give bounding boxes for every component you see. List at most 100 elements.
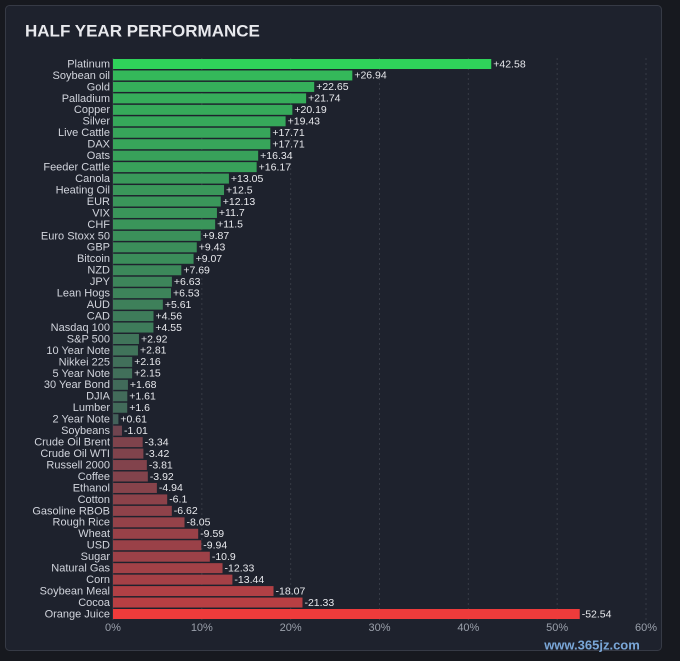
value-label: +11.5 [217,219,243,231]
value-label: -9.59 [200,528,224,540]
bar [113,528,199,539]
value-label: -21.33 [304,597,334,609]
y-tick-label: Euro Stoxx 50 [41,230,110,242]
bar [113,242,197,253]
x-tick-label: 60% [635,622,657,634]
y-tick-label: Cotton [78,494,110,506]
bar [113,597,303,608]
y-tick-label: Cocoa [78,597,111,609]
value-label: +1.6 [129,402,150,414]
bar [113,288,172,299]
bar [113,379,128,390]
y-tick-label: USD [87,540,110,552]
value-label: +9.43 [199,242,226,254]
bar [113,448,144,459]
y-tick-label: Palladium [62,93,110,105]
y-tick-label: 5 Year Note [53,368,111,380]
y-tick-label: Sugar [81,551,111,563]
bar [113,494,168,505]
value-label: -52.54 [582,608,612,620]
bar [113,207,217,218]
y-tick-label: Nasdaq 100 [51,322,110,334]
y-tick-label: CHF [87,219,110,231]
y-tick-label: Orange Juice [45,608,110,620]
bar [113,540,202,551]
bar [113,609,580,619]
bar [113,517,185,528]
value-label: -4.94 [159,482,183,494]
y-tick-label: Silver [82,116,110,128]
y-tick-label: Coffee [78,471,110,483]
value-label: +2.16 [134,356,161,368]
value-label: +1.68 [130,379,157,391]
value-label: +42.58 [493,58,526,70]
y-tick-label: 10 Year Note [46,345,110,357]
y-tick-label: AUD [87,299,110,311]
bar [113,196,221,207]
bar [113,551,210,562]
y-tick-label: Soybean Meal [40,585,110,597]
bar [113,162,257,173]
x-tick-label: 50% [546,622,568,634]
value-label: +16.17 [259,161,292,173]
value-label: -18.07 [276,585,306,597]
value-label: +2.92 [141,333,168,345]
y-tick-label: Soybeans [61,425,110,437]
chart-title: HALF YEAR PERFORMANCE [25,21,260,40]
x-tick-label: 0% [105,622,121,634]
value-label: +16.34 [260,150,293,162]
y-tick-label: Ethanol [73,482,110,494]
bar [113,368,133,379]
bar [113,265,182,276]
bar [113,437,143,448]
value-label: +2.15 [134,368,161,380]
y-tick-label: Canola [75,173,111,185]
value-label: -3.92 [150,471,174,483]
value-label: +13.05 [231,173,264,185]
y-tick-label: NZD [87,265,110,277]
bar [113,219,216,230]
value-label: +20.19 [294,104,327,116]
y-tick-label: GBP [87,242,110,254]
bar [113,414,119,425]
value-label: -3.42 [145,448,169,460]
y-tick-label: Nikkei 225 [59,356,110,368]
y-tick-label: VIX [92,207,110,219]
y-tick-label: Corn [86,574,110,586]
bar [113,356,133,367]
y-tick-label: 30 Year Bond [44,379,110,391]
bar [113,345,138,356]
bar [113,185,225,196]
bar [113,391,128,402]
x-tick-label: 40% [457,622,479,634]
y-tick-label: 2 Year Note [53,414,111,426]
value-label: +17.71 [272,138,305,150]
bar [113,402,128,413]
bar [113,93,307,104]
value-label: +22.65 [316,81,349,93]
y-tick-label: CAD [87,310,110,322]
value-label: -1.01 [124,425,148,437]
value-label: -10.9 [212,551,236,563]
bar [113,482,157,493]
value-label: +9.07 [196,253,223,265]
bar [113,81,315,92]
y-tick-label: Rough Rice [53,517,110,529]
y-tick-label: Oats [87,150,111,162]
y-tick-label: JPY [90,276,111,288]
x-tick-label: 20% [280,622,302,634]
value-label: -9.94 [203,540,227,552]
y-tick-label: Bitcoin [77,253,110,265]
bar [113,471,148,482]
x-tick-label: 30% [368,622,390,634]
watermark: www.365jz.com [543,637,640,652]
y-tick-label: Natural Gas [51,563,110,575]
y-tick-label: Gold [87,81,110,93]
value-label: -12.33 [225,562,255,574]
value-label: -8.05 [187,517,211,529]
bar [113,586,274,597]
bar [113,322,154,333]
value-label: +4.56 [156,310,183,322]
y-tick-label: Lumber [73,402,111,414]
